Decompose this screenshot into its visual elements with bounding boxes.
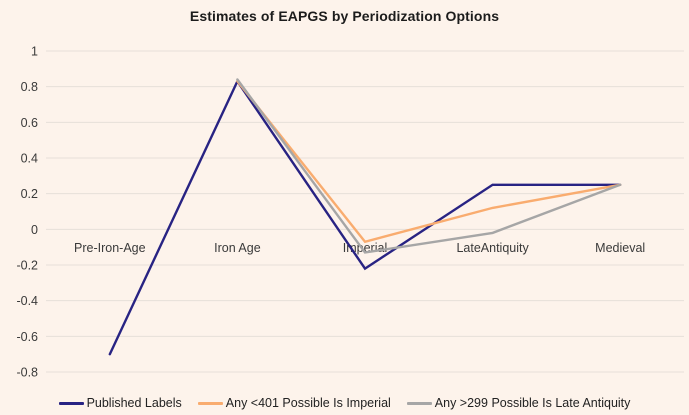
legend-item-any-401-possible-is-imperial: Any <401 Possible Is Imperial [197,396,391,410]
y-tick-label: 0.4 [21,152,38,166]
legend-label: Any <401 Possible Is Imperial [225,396,391,410]
y-tick-label: 1 [31,45,38,59]
chart-title: Estimates of EAPGS by Periodization Opti… [189,8,500,24]
legend-item-published-labels: Published Labels [58,396,182,410]
x-category-label: Medieval [595,241,645,255]
series-line-published-labels [108,78,622,356]
y-tick-label: 0 [31,223,38,237]
series-line-any-299-possible-is-late-antiquity [236,78,622,254]
y-tick-label: -0.4 [16,294,38,308]
x-category-label: LateAntiquity [456,241,529,255]
y-tick-label: 0.6 [21,116,38,130]
x-category-label: Iron Age [214,241,261,255]
y-tick-label: 0.8 [21,80,38,94]
series-line-any-401-possible-is-imperial [236,80,622,244]
legend: Published Labels Any <401 Possible Is Imp… [0,396,689,410]
y-tick-label: -0.6 [16,330,38,344]
legend-item-any-299-possible-is-late-antiquity: Any >299 Possible Is Late Antiquity [406,396,631,410]
y-tick-label: -0.8 [16,366,38,380]
legend-swatch-icon [197,401,223,405]
legend-swatch-icon [406,401,432,405]
legend-label: Published Labels [86,396,182,410]
legend-swatch-icon [58,401,84,405]
legend-label: Any >299 Possible Is Late Antiquity [434,396,631,410]
y-tick-label: 0.2 [21,187,38,201]
y-tick-label: -0.2 [16,259,38,273]
x-category-label: Pre-Iron-Age [74,241,146,255]
